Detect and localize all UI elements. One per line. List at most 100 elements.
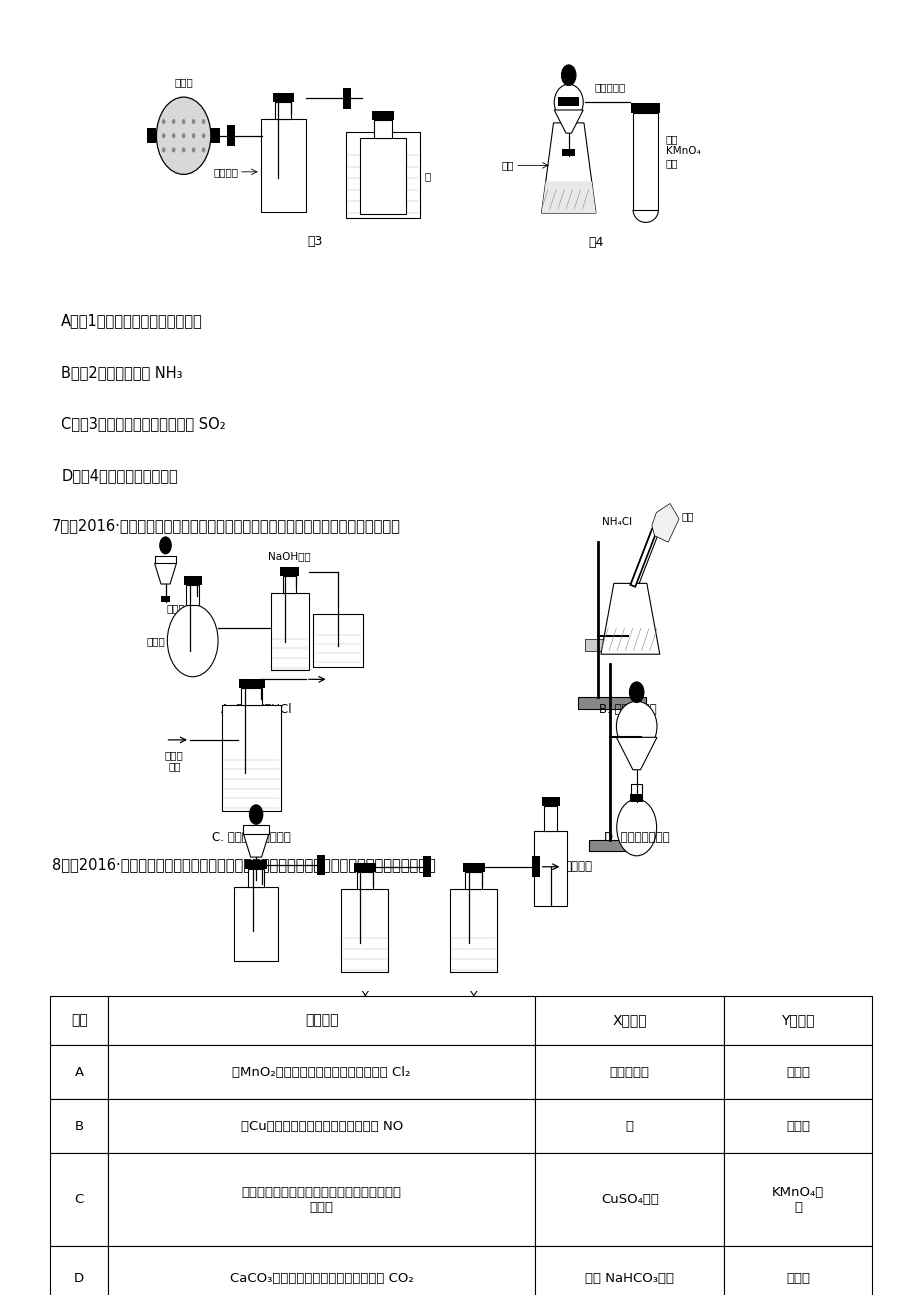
Bar [371,111,394,120]
Bar [346,132,420,219]
Text: C. 除去氯气中的氯化氢: C. 除去氯气中的氯化氢 [212,832,290,844]
Bar [238,680,265,689]
Text: 饱和食盐水: 饱和食盐水 [609,1066,649,1079]
Bar [108,1046,535,1099]
Bar [272,94,294,103]
Circle shape [172,147,176,152]
Circle shape [159,536,172,555]
Bar [244,825,268,833]
Circle shape [162,133,165,138]
Text: 浓硫酸: 浓硫酸 [786,1272,810,1285]
Polygon shape [244,833,268,857]
Bar [449,889,496,973]
Bar [562,148,574,156]
Bar [260,118,306,212]
Text: B. 实验室制氨气: B. 实验室制氨气 [598,703,656,716]
Bar [584,639,652,651]
Text: 饱和食
盐水: 饱和食 盐水 [165,750,184,771]
Text: 图4: 图4 [587,236,603,249]
Text: Y中试剂: Y中试剂 [781,1014,814,1027]
Bar [317,854,325,875]
Text: NaOH溶液: NaOH溶液 [268,551,311,561]
Bar [630,794,642,802]
Text: C．图3：干燥、收集并吸收多余 SO₂: C．图3：干燥、收集并吸收多余 SO₂ [62,417,226,431]
Bar [374,120,391,138]
Bar [341,889,388,973]
Bar [577,698,645,710]
Polygon shape [600,583,659,654]
Text: 选项: 选项 [71,1014,87,1027]
Bar [354,863,376,872]
Bar [108,1246,535,1302]
Circle shape [191,118,195,124]
Circle shape [156,98,210,174]
Bar [342,89,350,108]
Text: KMnO₄溶
液: KMnO₄溶 液 [771,1186,823,1213]
Bar [360,138,405,215]
Bar [531,857,539,878]
Bar [632,113,658,210]
Circle shape [201,118,205,124]
Bar [221,706,280,811]
Bar [723,1246,871,1302]
Bar [270,592,309,671]
Bar [244,859,267,868]
Circle shape [182,147,186,152]
Text: D．图4：验证乙沔的还原性: D．图4：验证乙沔的还原性 [62,469,178,483]
Bar [234,887,278,961]
Text: 浓盐酸: 浓盐酸 [147,635,165,646]
Text: X: X [360,991,369,1004]
Text: 电石: 电石 [502,160,514,171]
Bar [535,1246,723,1302]
Text: 饱和食盐水: 饱和食盐水 [594,82,625,92]
Polygon shape [652,504,678,542]
Text: 饱和 NaHCO₃溶液: 饱和 NaHCO₃溶液 [584,1272,674,1285]
Polygon shape [616,737,656,769]
Bar [210,128,220,143]
Text: 水: 水 [625,1120,633,1133]
Text: 棉花: 棉花 [681,512,694,521]
Text: C: C [74,1193,84,1206]
Bar [241,689,262,706]
Circle shape [172,133,176,138]
Bar [184,577,201,586]
Text: 尾气处理: 尾气处理 [563,861,592,874]
Circle shape [201,147,205,152]
Bar [535,1154,723,1246]
Text: 浓硫酸: 浓硫酸 [786,1120,810,1133]
Bar [312,615,362,667]
Text: X中试剂: X中试剂 [612,1014,646,1027]
Text: 水: 水 [425,171,430,181]
Circle shape [182,133,186,138]
Text: B．图2：制取干燥的 NH₃: B．图2：制取干燥的 NH₃ [62,365,183,380]
Bar [723,1154,871,1246]
Text: Y: Y [470,991,477,1004]
Bar [535,1099,723,1154]
Ellipse shape [553,85,583,120]
Bar [226,125,234,146]
Ellipse shape [616,702,656,751]
Text: D. 分离液体混合物: D. 分离液体混合物 [603,832,669,844]
Text: 图3: 图3 [307,234,323,247]
Circle shape [191,133,195,138]
Bar [154,556,176,564]
Circle shape [167,604,218,677]
Bar [465,872,482,889]
Bar [51,1246,108,1302]
Bar [108,996,535,1046]
Text: 二氧化硫: 二氧化硫 [213,167,238,177]
Text: A: A [74,1066,84,1079]
Bar [423,857,431,878]
Text: 浓硫酸: 浓硫酸 [786,1066,810,1079]
Bar [588,840,641,850]
Circle shape [201,133,205,138]
Bar [51,1046,108,1099]
Circle shape [182,118,186,124]
Bar [561,107,575,122]
Bar [108,1154,535,1246]
Bar [541,797,559,806]
Bar [535,1046,723,1099]
Bar [51,996,108,1046]
Bar [723,1099,871,1154]
Bar [51,1154,108,1246]
